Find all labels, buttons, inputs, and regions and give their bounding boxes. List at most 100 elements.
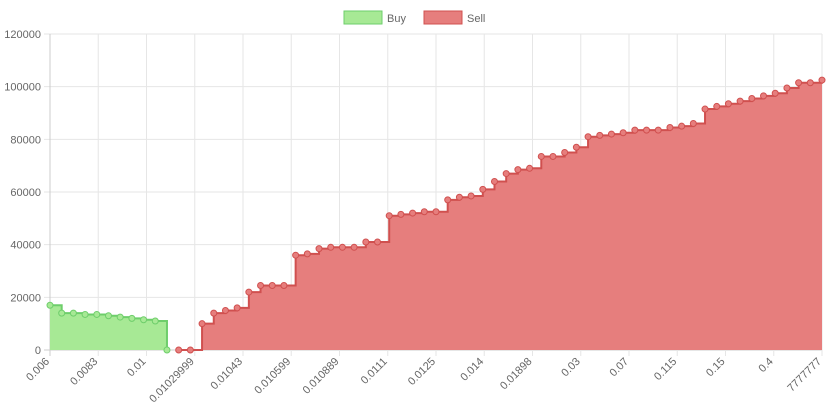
legend-item-buy[interactable]: Buy [343, 10, 406, 25]
data-point-sell [818, 76, 826, 84]
data-point-buy [163, 346, 171, 354]
data-point-sell [303, 250, 311, 258]
data-point-sell [350, 243, 358, 251]
legend-label-buy: Buy [387, 13, 406, 25]
data-point-buy [58, 309, 66, 317]
data-point-sell [526, 164, 534, 172]
y-tick-label: 20000 [10, 292, 41, 304]
data-point-sell [175, 346, 183, 354]
data-point-sell [701, 105, 709, 113]
data-point-buy [140, 316, 148, 324]
legend-item-sell[interactable]: Sell [423, 10, 485, 25]
x-tick-label: 0.07 [607, 356, 631, 380]
data-point-sell [420, 208, 428, 216]
data-point-sell [233, 304, 241, 312]
y-tick-label: 120000 [4, 29, 41, 41]
data-point-sell [678, 122, 686, 130]
x-tick-label: 0.010889 [301, 356, 342, 397]
series-areas [50, 80, 823, 351]
data-point-sell [713, 102, 721, 110]
data-point-sell [596, 131, 604, 139]
data-point-sell [327, 243, 335, 251]
data-point-sell [374, 238, 382, 246]
data-point-sell [806, 79, 814, 87]
data-point-sell [502, 170, 510, 178]
data-point-buy [151, 317, 159, 325]
data-point-buy [69, 309, 77, 317]
x-tick-label: 0.006 [24, 356, 52, 384]
series-area-sell [178, 80, 822, 350]
data-point-sell [257, 281, 265, 289]
data-point-sell [607, 130, 615, 138]
data-point-sell [771, 89, 779, 97]
x-tick-label: 0.014 [458, 356, 486, 384]
data-point-sell [455, 193, 463, 201]
data-point-sell [444, 196, 452, 204]
data-point-sell [783, 84, 791, 92]
data-point-sell [514, 166, 522, 174]
data-point-sell [572, 143, 580, 151]
x-tick-label: 0.115 [652, 356, 679, 383]
data-point-buy [128, 314, 136, 322]
data-point-sell [397, 210, 405, 218]
data-point-sell [338, 243, 346, 251]
data-point-sell [385, 212, 393, 220]
series-points [46, 76, 826, 354]
data-point-buy [81, 310, 89, 318]
data-point-sell [245, 288, 253, 296]
data-point-sell [221, 307, 229, 314]
data-point-sell [315, 245, 323, 253]
data-point-sell [724, 100, 732, 108]
x-tick-label: 0.4 [757, 356, 776, 375]
data-point-sell [186, 346, 194, 354]
x-tick-label: 0.01898 [498, 356, 535, 393]
x-tick-label: 7777777 [785, 356, 824, 395]
data-point-sell [760, 92, 768, 100]
data-point-sell [631, 126, 639, 134]
x-tick-label: 0.15 [704, 356, 728, 380]
data-point-sell [748, 95, 756, 103]
x-tick-label: 0.01043 [209, 356, 246, 393]
data-point-sell [666, 123, 674, 131]
y-tick-label: 60000 [10, 187, 41, 199]
x-tick-label: 0.0083 [68, 356, 100, 388]
data-point-sell [643, 126, 651, 134]
data-point-sell [561, 149, 569, 156]
y-tick-label: 80000 [10, 134, 41, 146]
data-point-sell [549, 152, 557, 160]
series-line-sell [178, 80, 823, 351]
series-area-buy [50, 305, 167, 350]
data-point-buy [93, 310, 101, 318]
x-tick-label: 0.03 [559, 356, 583, 380]
data-point-sell [490, 177, 498, 185]
legend-swatch-sell [423, 10, 463, 25]
x-tick-label: 0.0111 [359, 356, 390, 387]
y-tick-label: 40000 [10, 240, 41, 252]
data-point-sell [795, 79, 803, 87]
data-point-sell [362, 238, 370, 246]
x-tick-label: 0.010599 [252, 356, 293, 397]
x-tick-label: 0.01029999 [147, 356, 197, 406]
data-point-sell [537, 152, 545, 160]
data-point-sell [280, 281, 288, 289]
x-tick-label: 0.0125 [406, 356, 438, 388]
x-tick-label: 0.01 [125, 356, 149, 380]
data-point-sell [268, 281, 276, 289]
data-point-sell [584, 133, 592, 141]
data-point-sell [292, 251, 300, 259]
y-tick-label: 100000 [4, 82, 41, 94]
data-point-sell [210, 309, 218, 317]
data-point-sell [479, 185, 487, 193]
data-point-buy [104, 312, 112, 320]
data-point-sell [654, 126, 662, 134]
legend[interactable]: Buy Sell [343, 10, 485, 25]
data-point-sell [432, 208, 440, 216]
data-point-sell [736, 97, 744, 105]
legend-swatch-buy [343, 10, 383, 25]
legend-label-sell: Sell [467, 13, 485, 25]
data-point-sell [467, 192, 475, 200]
y-tick-label: 0 [35, 345, 41, 357]
data-point-buy [116, 313, 124, 321]
